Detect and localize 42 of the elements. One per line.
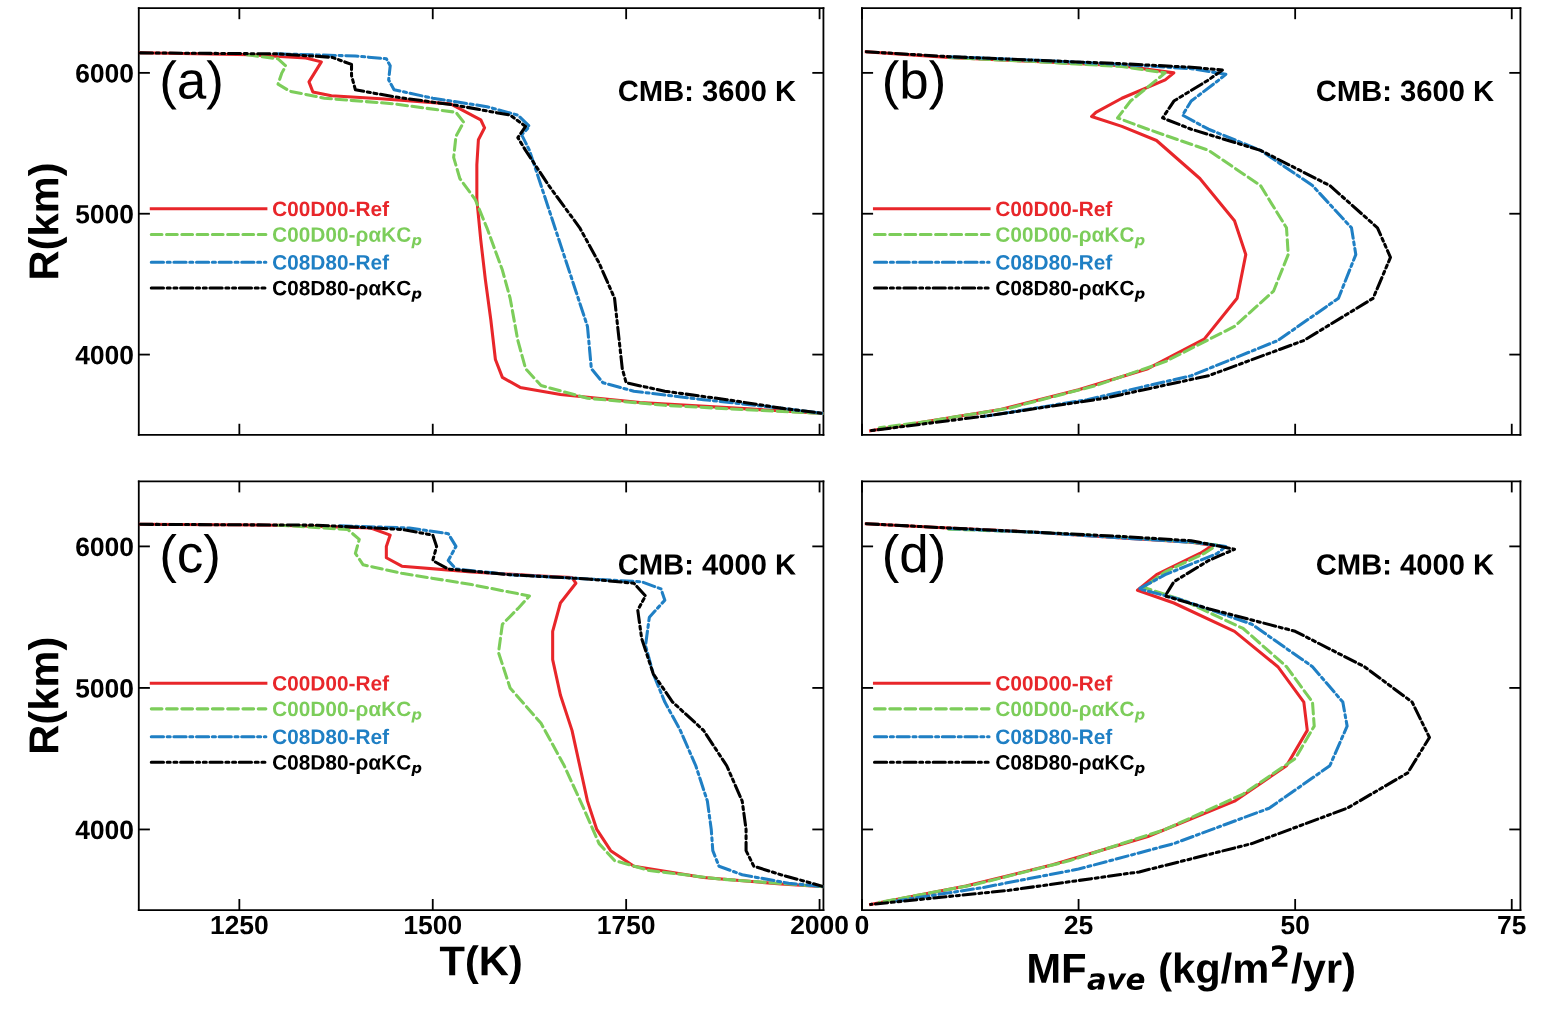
text: C00D00-Ref [272, 201, 390, 217]
text: C00D00-Ref [272, 675, 390, 691]
text: C08D80-ραKC$_{p}$ [272, 280, 422, 302]
text: C08D80-Ref [272, 728, 390, 745]
text: C08D80-Ref [996, 728, 1113, 745]
x-tick-label: 0 [855, 915, 869, 935]
text: C08D80-ραKC$_{p}$ [272, 755, 422, 777]
annotation: (d) [885, 533, 943, 584]
annotation: (b) [885, 60, 943, 110]
text: C00D00-Ref [996, 201, 1113, 217]
annotation: CMB: 4000 K [1316, 554, 1494, 575]
y-tick-label: 5000 [76, 204, 133, 224]
x-tick-label: 1250 [211, 915, 268, 935]
y-axis-title: R(km) [28, 638, 67, 752]
annotation: CMB: 3600 K [618, 80, 796, 102]
annotation: CMB: 4000 K [618, 554, 796, 575]
x-tick-label: 1500 [405, 915, 462, 935]
x-axis-title: T(K) [439, 945, 521, 984]
y-tick-label: 5000 [76, 679, 133, 698]
text: C08D80-Ref [996, 254, 1113, 270]
annotation: CMB: 3600 K [1316, 80, 1494, 102]
text: C08D80-Ref [272, 254, 390, 270]
text: C00D00-ραKC$_{p}$ [272, 227, 422, 249]
text: C00D00-Ref [996, 675, 1113, 691]
x-axis-title: MF$_{ave}$ (kg/m$^{2}$/yr) [1029, 945, 1354, 992]
annotation: (a) [162, 60, 221, 110]
x-tick-label: 75 [1498, 915, 1526, 935]
y-tick-label: 4000 [75, 345, 133, 365]
text: C08D80-ραKC$_{p}$ [996, 280, 1145, 302]
text: C00D00-ραKC$_{p}$ [996, 701, 1145, 723]
y-tick-label: 4000 [75, 820, 133, 840]
y-tick-label: 6000 [76, 64, 133, 83]
annotation: (c) [162, 533, 218, 584]
text: C00D00-ραKC$_{p}$ [272, 701, 422, 723]
x-tick-label: 50 [1281, 915, 1309, 935]
y-tick-label: 6000 [76, 537, 133, 557]
x-tick-label: 25 [1064, 915, 1093, 935]
y-axis-title: R(km) [28, 164, 67, 278]
x-tick-label: 1750 [598, 915, 655, 935]
x-tick-label: 2000 [791, 915, 848, 935]
text: C00D00-ραKC$_{p}$ [996, 227, 1145, 249]
text: C08D80-ραKC$_{p}$ [996, 755, 1145, 777]
